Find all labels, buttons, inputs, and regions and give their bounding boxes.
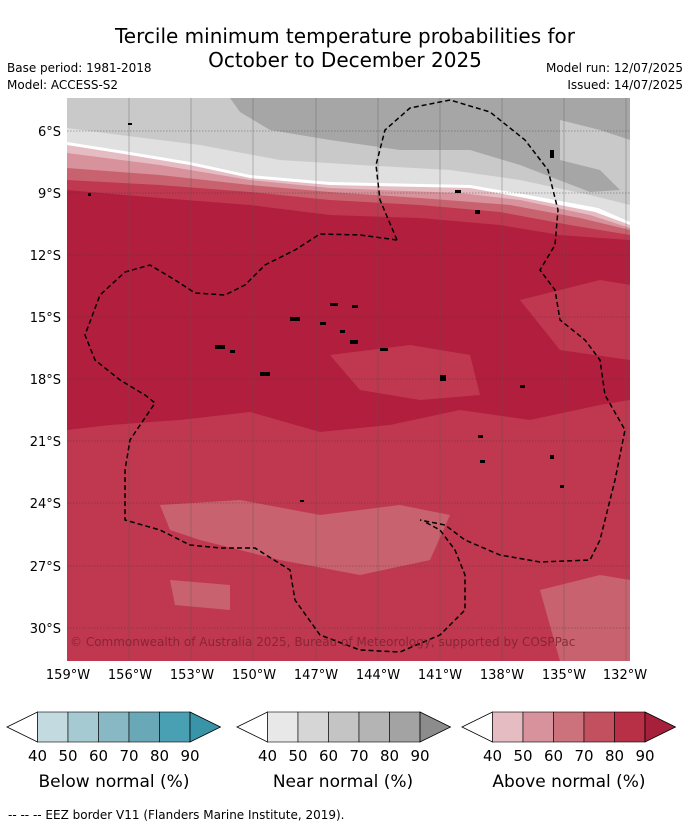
lon-label: 138°W bbox=[480, 668, 524, 683]
eez-footnote: -- -- -- EEZ border V11 (Flanders Marine… bbox=[8, 808, 345, 822]
near-60-region bbox=[230, 98, 630, 192]
legend-near-swatch bbox=[389, 711, 421, 743]
legend-below-swatch bbox=[98, 711, 130, 743]
legend-above-swatch bbox=[492, 711, 524, 743]
lat-label: 24°S bbox=[30, 497, 61, 512]
issued-date: Issued: 14/07/2025 bbox=[567, 78, 683, 92]
map-field bbox=[67, 98, 630, 661]
lon-label: 147°W bbox=[294, 668, 338, 683]
legend-below-swatch bbox=[67, 711, 99, 743]
legend-below-tick-label: 40 bbox=[28, 747, 47, 765]
legend-near-tick-label: 70 bbox=[349, 747, 368, 765]
legend-below-swatch bbox=[37, 711, 69, 743]
legend-above-tick-label: 50 bbox=[513, 747, 532, 765]
legend-below-tick-label: 80 bbox=[150, 747, 169, 765]
legend-near-tick-label: 60 bbox=[319, 747, 338, 765]
legend-above-max-arrow bbox=[644, 711, 677, 743]
lat-label: 12°S bbox=[30, 249, 61, 264]
lat-label: 15°S bbox=[30, 311, 61, 326]
above-60-se-patch bbox=[540, 575, 630, 661]
legend-above-tick-label: 70 bbox=[574, 747, 593, 765]
legend-near-label: Near normal (%) bbox=[272, 772, 414, 792]
title-line-1: Tercile minimum temperature probabilitie… bbox=[114, 24, 576, 48]
legend-above-swatch bbox=[522, 711, 554, 743]
lat-labels: 6°S 9°S 12°S 15°S 18°S 21°S 24°S 27°S 30… bbox=[30, 125, 61, 637]
above-70-east-patch bbox=[520, 280, 630, 360]
lat-label: 27°S bbox=[30, 560, 61, 575]
lat-label: 30°S bbox=[30, 622, 61, 637]
legend-below-tick-label: 90 bbox=[180, 747, 199, 765]
legend-above-swatch bbox=[583, 711, 615, 743]
lat-label: 6°S bbox=[38, 125, 61, 140]
legend-below-max-arrow bbox=[189, 711, 222, 743]
legend-below-swatch bbox=[128, 711, 160, 743]
legend-near-swatch bbox=[358, 711, 390, 743]
legend-below-tick-label: 50 bbox=[58, 747, 77, 765]
legend-above-tick-label: 90 bbox=[635, 747, 654, 765]
legend-below-tick-label: 70 bbox=[119, 747, 138, 765]
legend-below-tick-label: 60 bbox=[89, 747, 108, 765]
copyright-notice: © Commonwealth of Australia 2025, Bureau… bbox=[70, 635, 575, 649]
lon-label: 156°W bbox=[108, 668, 152, 683]
model-run: Model run: 12/07/2025 bbox=[545, 61, 683, 75]
lat-label: 9°S bbox=[38, 187, 61, 202]
lon-label: 159°W bbox=[46, 668, 90, 683]
legend-below-label: Below normal (%) bbox=[38, 772, 190, 792]
lon-label: 150°W bbox=[232, 668, 276, 683]
above-70-patch bbox=[330, 345, 480, 400]
lon-label: 132°W bbox=[603, 668, 647, 683]
legend-above-label: Above normal (%) bbox=[492, 772, 646, 792]
legend-near-swatch bbox=[297, 711, 329, 743]
legend-near-swatch bbox=[328, 711, 360, 743]
legend-above-tick-label: 60 bbox=[544, 747, 563, 765]
eez-border bbox=[84, 99, 626, 653]
graticule bbox=[67, 130, 630, 629]
legend-above-swatch bbox=[614, 711, 646, 743]
above-60-sw-patch bbox=[170, 580, 230, 610]
lon-label: 144°W bbox=[356, 668, 400, 683]
lon-label: 153°W bbox=[170, 668, 214, 683]
legend-near-swatch bbox=[267, 711, 299, 743]
model-name: Model: ACCESS-S2 bbox=[7, 78, 119, 92]
legend-above-swatch bbox=[553, 711, 585, 743]
islands bbox=[88, 123, 564, 502]
lat-label: 21°S bbox=[30, 435, 61, 450]
legend-near-tick-label: 80 bbox=[380, 747, 399, 765]
legend-above-tick-label: 40 bbox=[483, 747, 502, 765]
base-period: Base period: 1981-2018 bbox=[7, 61, 152, 75]
legend-above-min-arrow bbox=[461, 711, 493, 743]
lon-label: 135°W bbox=[542, 668, 586, 683]
legend-below-min-arrow bbox=[6, 711, 38, 743]
lon-labels: 159°W 156°W 153°W 150°W 147°W 144°W 141°… bbox=[46, 668, 647, 683]
lon-label: 141°W bbox=[418, 668, 462, 683]
above-60-patch bbox=[160, 500, 450, 575]
legend-near-tick-label: 40 bbox=[258, 747, 277, 765]
legend-near-tick-label: 90 bbox=[410, 747, 429, 765]
meridians bbox=[128, 98, 627, 661]
legend-near-tick-label: 50 bbox=[288, 747, 307, 765]
title-line-2: October to December 2025 bbox=[208, 48, 482, 72]
legend-near-max-arrow bbox=[419, 711, 452, 743]
legend-above-tick-label: 80 bbox=[605, 747, 624, 765]
legend-below-swatch bbox=[159, 711, 191, 743]
legend-group: 40 50 60 70 80 90 40 50 60 70 80 90 40 50 60 70 80 90 bbox=[6, 711, 677, 765]
lat-label: 18°S bbox=[30, 373, 61, 388]
legend-near-min-arrow bbox=[236, 711, 268, 743]
